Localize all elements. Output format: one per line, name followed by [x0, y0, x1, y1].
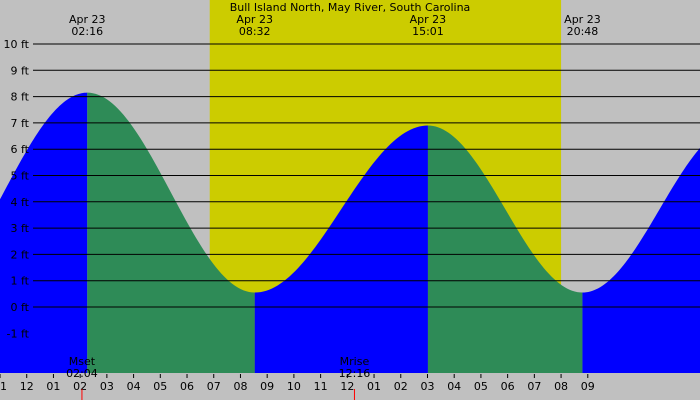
moon-event-label: Mset: [69, 355, 96, 368]
extreme-time-label: 02:16: [71, 25, 103, 38]
x-tick-label: 02: [73, 380, 87, 393]
rising-tide-segment: [0, 92, 88, 374]
y-tick-label: 1 ft: [11, 275, 30, 288]
x-tick-label: 05: [474, 380, 488, 393]
extreme-time-label: 08:32: [239, 25, 271, 38]
y-tick-label: 5 ft: [11, 170, 30, 183]
y-tick-label: 6 ft: [11, 143, 30, 156]
y-tick-label: -1 ft: [7, 327, 30, 340]
y-tick-label: 10 ft: [4, 38, 30, 51]
x-tick-label: 05: [153, 380, 167, 393]
extreme-date-label: Apr 23: [69, 13, 106, 26]
y-tick-label: 3 ft: [11, 222, 30, 235]
x-tick-label: 12: [340, 380, 354, 393]
y-axis-labels: -1 ft 0 ft 1 ft 2 ft 3 ft 4 ft 5 ft 6 ft 7 ft 8 f…: [4, 38, 30, 340]
gridlines: [33, 43, 700, 308]
moon-event-time: 12:16: [339, 367, 371, 380]
extreme-time-label: 20:48: [567, 25, 599, 38]
moon-event-time: 02:04: [66, 367, 98, 380]
extreme-time-label: 15:01: [412, 25, 444, 38]
x-tick-label: 06: [180, 380, 194, 393]
x-tick-label: 04: [127, 380, 141, 393]
y-tick-label: 0 ft: [11, 301, 30, 314]
x-tick-label: 10: [287, 380, 301, 393]
x-tick-label: 01: [367, 380, 381, 393]
extreme-date-label: Apr 23: [410, 13, 447, 26]
moon-event-label: Mrise: [340, 355, 370, 368]
x-tick-label: 11: [0, 380, 7, 393]
y-tick-label: 9 ft: [11, 64, 30, 77]
rising-tide-segment: [582, 148, 700, 373]
x-tick-label: 09: [581, 380, 595, 393]
extreme-date-label: Apr 23: [564, 13, 601, 26]
x-tick-label: 07: [527, 380, 541, 393]
x-tick-label: 07: [207, 380, 221, 393]
x-tick-label: 01: [46, 380, 60, 393]
x-axis-labels: 11 12 01 02 03 04 05 06 07 08 09 10 11 12 01 02 03 04 05 06…: [0, 374, 595, 393]
y-tick-label: 8 ft: [11, 91, 30, 104]
y-tick-label: 2 ft: [11, 248, 30, 261]
x-tick-label: 09: [260, 380, 274, 393]
rising-tide-segment: [254, 125, 428, 373]
falling-tide-segment: [427, 125, 583, 373]
x-tick-label: 03: [100, 380, 114, 393]
y-tick-label: 7 ft: [11, 117, 30, 130]
x-tick-label: 03: [420, 380, 434, 393]
x-tick-label: 04: [447, 380, 461, 393]
y-tick-label: 4 ft: [11, 196, 30, 209]
tide-area: [0, 92, 700, 374]
x-tick-label: 08: [233, 380, 247, 393]
falling-tide-segment: [87, 92, 255, 374]
extreme-date-label: Apr 23: [236, 13, 273, 26]
x-tick-label: 06: [501, 380, 515, 393]
x-tick-label: 02: [394, 380, 408, 393]
x-tick-label: 12: [20, 380, 34, 393]
x-tick-label: 08: [554, 380, 568, 393]
x-tick-label: 11: [314, 380, 328, 393]
chart-title: Bull Island North, May River, South Caro…: [230, 1, 471, 14]
